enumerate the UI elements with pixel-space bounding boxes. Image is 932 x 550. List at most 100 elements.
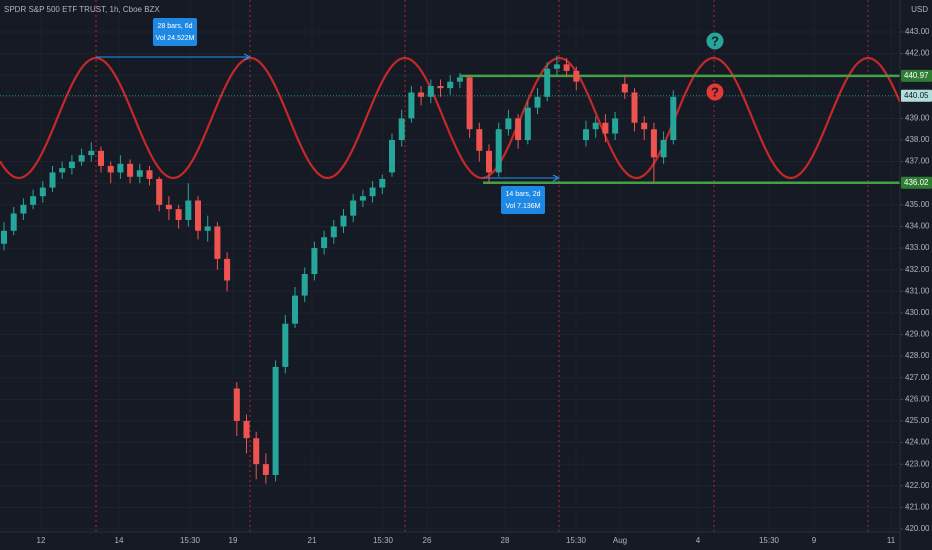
x-tick-label: Aug <box>613 536 627 545</box>
candle-body <box>534 96 541 108</box>
candle-body <box>573 70 580 82</box>
candle-body <box>359 196 366 201</box>
candle-body <box>1 230 7 244</box>
price-label-bg <box>901 176 932 189</box>
y-tick-label: 427.00 <box>905 373 930 382</box>
candle-body <box>282 323 289 367</box>
y-tick-label: 422.00 <box>905 481 930 490</box>
x-tick-label: 15:30 <box>373 536 394 545</box>
candle-body <box>243 420 250 439</box>
candle-body <box>165 204 172 210</box>
y-tick-label: 442.00 <box>905 49 930 58</box>
candle-body <box>321 237 328 249</box>
y-tick-label: 435.00 <box>905 200 930 209</box>
y-tick-label: 433.00 <box>905 243 930 252</box>
candle-body <box>98 150 104 166</box>
y-tick-label: 428.00 <box>905 351 930 360</box>
y-tick-label: 429.00 <box>905 330 930 339</box>
x-tick-label: 15:30 <box>566 536 587 545</box>
candle-body <box>612 118 619 134</box>
candle-body <box>117 163 124 173</box>
candle-body <box>146 170 153 179</box>
candle-body <box>224 258 231 281</box>
candle-body <box>456 77 463 82</box>
chart-title: SPDR S&P 500 ETF TRUST, 1h, Cboe BZX <box>4 5 160 14</box>
x-tick-label: 15:30 <box>759 536 780 545</box>
candle-body <box>301 273 308 296</box>
price-label-bg <box>901 89 932 102</box>
candle-body <box>88 150 95 156</box>
candle-body <box>515 118 522 141</box>
candle-body <box>204 226 211 231</box>
candle-body <box>650 129 657 158</box>
candle-body <box>59 168 66 173</box>
measure-text: 28 bars, 6d <box>157 23 192 30</box>
y-tick-label: 439.00 <box>905 114 930 123</box>
price-label: 440.05 <box>904 91 929 100</box>
candle-body <box>10 213 17 231</box>
price-label: 436.02 <box>904 178 929 187</box>
y-tick-label: 421.00 <box>905 502 930 511</box>
candle-body <box>602 122 609 134</box>
y-tick-label: 438.00 <box>905 135 930 144</box>
candle-body <box>340 215 347 227</box>
candle-body <box>214 226 221 259</box>
x-tick-label: 21 <box>308 536 317 545</box>
y-tick-label: 430.00 <box>905 308 930 317</box>
measure-text: Vol 7.136M <box>505 203 540 210</box>
labels: 420.00 421.00 422.00 423.00 424.00 425.00 426.… <box>37 18 932 545</box>
y-tick-label: 431.00 <box>905 286 930 295</box>
x-tick-label: 9 <box>812 536 817 545</box>
candle-body <box>262 464 269 475</box>
y-tick-label: 437.00 <box>905 157 930 166</box>
x-tick-label: 11 <box>887 536 896 545</box>
question-mark: ? <box>711 84 719 99</box>
candle-body <box>437 86 444 89</box>
y-tick-label: 423.00 <box>905 459 930 468</box>
question-marker <box>705 31 725 51</box>
question-marker <box>705 82 725 102</box>
candle-body <box>544 68 551 97</box>
x-tick-label: 28 <box>501 536 510 545</box>
candle-body <box>369 187 376 197</box>
measure-arrow <box>552 174 561 182</box>
x-tick-label: 14 <box>115 536 124 545</box>
x-tick-label: 26 <box>423 536 432 545</box>
measure-text: Vol 24.522M <box>156 35 195 42</box>
drawings <box>0 0 902 532</box>
candle-body <box>107 165 114 173</box>
grid <box>0 31 903 530</box>
candle-body <box>660 140 667 158</box>
candle-body <box>49 172 56 188</box>
candle-body <box>495 129 502 173</box>
candle-body <box>185 200 192 220</box>
candle-body <box>621 83 628 93</box>
candle-body <box>641 122 648 130</box>
y-tick-label: 434.00 <box>905 222 930 231</box>
candle-body <box>427 86 434 97</box>
candle-body <box>127 163 134 177</box>
candle-body <box>136 170 143 177</box>
candle-body <box>418 92 425 97</box>
price-label: 440.97 <box>904 71 929 80</box>
candles <box>1 55 677 484</box>
candle-body <box>233 388 240 421</box>
y-tick-label: 420.00 <box>905 524 930 533</box>
price-label-bg <box>901 69 932 82</box>
candle-body <box>476 129 483 151</box>
x-tick-label: 15:30 <box>180 536 201 545</box>
candle-body <box>389 140 395 173</box>
candle-body <box>20 204 27 214</box>
candle-body <box>253 438 260 465</box>
candle-body <box>505 118 512 130</box>
candle-body <box>408 92 415 119</box>
measure-box <box>501 186 545 214</box>
currency-label: USD <box>911 5 928 14</box>
candle-body <box>292 295 298 324</box>
candle-body <box>447 81 454 89</box>
x-tick-label: 4 <box>696 536 701 545</box>
candle-body <box>68 161 75 169</box>
measure-text: 14 bars, 2d <box>505 191 540 198</box>
